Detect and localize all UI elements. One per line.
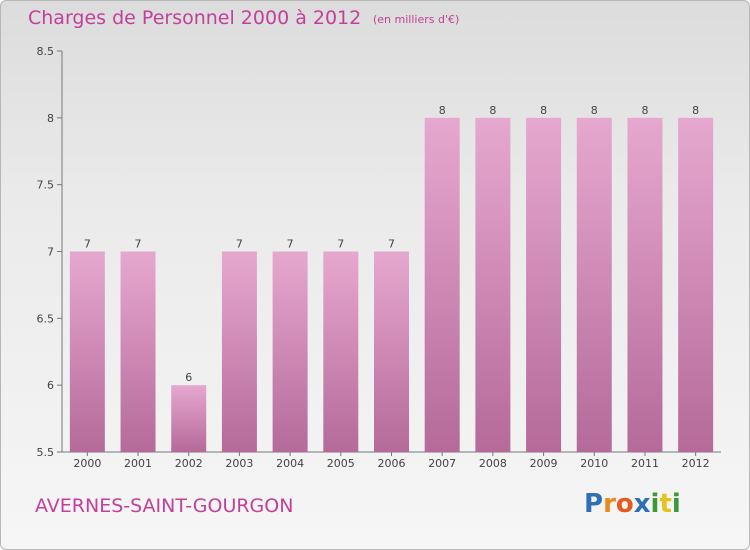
commune-name: AVERNES-SAINT-GOURGON	[35, 495, 294, 517]
bar-2010	[576, 117, 612, 452]
x-tick-label: 2009	[530, 457, 558, 470]
x-tick-label: 2003	[225, 457, 253, 470]
logo-letter: x	[633, 489, 651, 519]
y-tick-label: 6.5	[37, 312, 55, 325]
chart-subtitle: (en milliers d'€)	[373, 13, 460, 26]
bar-2006	[374, 251, 409, 452]
bar-2000	[69, 251, 105, 452]
y-tick-label: 8.5	[37, 45, 55, 58]
bar-2002	[171, 385, 207, 452]
data-label: 8	[540, 104, 547, 117]
data-label: 8	[692, 104, 699, 117]
logo-letter: t	[659, 489, 672, 519]
x-tick-label: 2012	[682, 457, 710, 470]
bar-2004	[272, 251, 308, 452]
y-tick-label: 5.5	[37, 446, 55, 459]
y-tick-label: 8	[47, 112, 54, 125]
data-label: 8	[489, 104, 496, 117]
bar-2007	[424, 117, 460, 452]
logo-letter: i	[671, 489, 681, 519]
data-label: 6	[185, 371, 192, 384]
y-tick-label: 7.5	[37, 179, 55, 192]
data-label: 7	[287, 238, 294, 251]
x-tick-label: 2010	[580, 457, 608, 470]
logo-letter: o	[615, 489, 634, 519]
x-tick-label: 2006	[378, 457, 406, 470]
data-label: 7	[84, 238, 91, 251]
data-label: 8	[641, 104, 648, 117]
bar-2011	[627, 117, 663, 452]
x-tick-label: 2007	[428, 457, 456, 470]
bar-2003	[221, 251, 257, 452]
proxiti-logo: Proxiti	[584, 489, 681, 519]
x-tick-label: 2004	[276, 457, 304, 470]
x-tick-label: 2008	[479, 457, 507, 470]
logo-letter: r	[603, 489, 616, 519]
bar-2009	[526, 117, 562, 452]
y-tick-label: 6	[47, 379, 54, 392]
x-tick-label: 2005	[327, 457, 355, 470]
bar-2001	[120, 251, 156, 452]
x-tick-label: 2002	[175, 457, 203, 470]
data-label: 8	[591, 104, 598, 117]
data-label: 7	[388, 238, 395, 251]
data-label: 7	[337, 238, 344, 251]
data-label: 8	[439, 104, 446, 117]
bar-2012	[678, 117, 714, 452]
data-label: 7	[135, 238, 142, 251]
chart-title: Charges de Personnel 2000 à 2012	[28, 7, 362, 29]
bar-2008	[475, 117, 511, 452]
logo-letter: P	[584, 489, 604, 519]
logo-letter: i	[650, 489, 660, 519]
x-tick-label: 2000	[73, 457, 101, 470]
data-label: 7	[236, 238, 243, 251]
x-tick-label: 2011	[631, 457, 659, 470]
bar-2005	[323, 251, 359, 452]
x-tick-label: 2001	[124, 457, 152, 470]
y-tick-label: 7	[47, 246, 54, 259]
